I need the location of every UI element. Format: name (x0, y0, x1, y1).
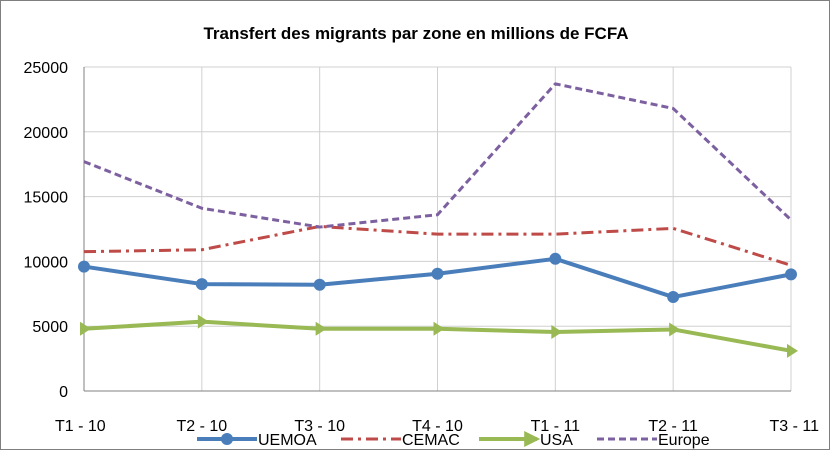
data-point-uemoa (78, 260, 90, 273)
data-point-usa (669, 322, 681, 337)
data-point-uemoa (785, 268, 797, 281)
data-point-usa (787, 343, 798, 358)
series-lines (78, 82, 798, 358)
data-point-uemoa (431, 267, 444, 280)
y-tick-label: 15000 (24, 190, 69, 207)
legend-label-cemac: CEMAC (402, 432, 460, 449)
y-tick-label: 5000 (32, 319, 68, 336)
x-tick-label: T1 - 10 (55, 418, 106, 435)
x-tick-label: T2 - 11 (648, 418, 698, 435)
x-tick-label: T1 - 11 (531, 418, 581, 435)
data-point-usa (551, 325, 563, 340)
series-line-cemac (83, 224, 792, 267)
data-point-uemoa (667, 291, 680, 304)
series-line-europe (83, 82, 793, 229)
legend-marker-uemoa (221, 433, 233, 445)
data-point-usa (197, 314, 209, 329)
y-tick-label: 0 (59, 384, 68, 401)
x-tick-label: T3 - 11 (770, 418, 820, 435)
data-point-usa (315, 321, 327, 336)
axes: 0 5000 10000 15000 20000 25000 T1 - 10 T2 - 10 T… (24, 60, 820, 435)
y-tick-label: 20000 (24, 125, 69, 142)
legend-label-europe: Europe (658, 432, 710, 449)
chart-title: Transfert des migrants par zone en milli… (203, 24, 628, 43)
x-tick-label: T2 - 10 (176, 418, 227, 435)
data-point-usa (80, 321, 91, 336)
grid (84, 66, 792, 391)
x-tick-label: T4 - 10 (412, 418, 463, 435)
legend-label-uemoa: UEMOA (258, 432, 317, 449)
legend-label-usa: USA (540, 432, 573, 449)
legend: UEMOA CEMAC USA Europe (197, 431, 710, 449)
data-point-uemoa (549, 252, 562, 265)
data-point-uemoa (195, 278, 208, 291)
x-tick-label: T3 - 10 (294, 418, 345, 435)
data-point-usa (433, 321, 445, 336)
y-tick-label: 10000 (24, 254, 69, 271)
y-tick-label: 25000 (24, 60, 69, 77)
data-point-uemoa (313, 278, 326, 291)
